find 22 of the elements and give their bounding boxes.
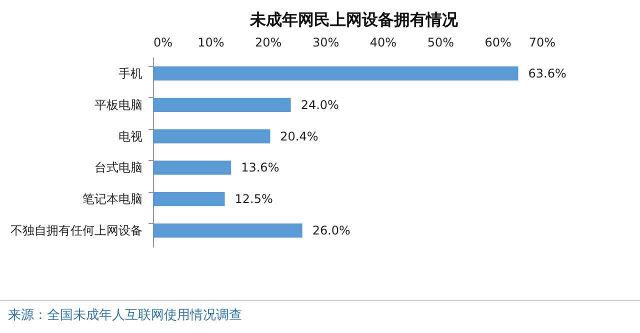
x-tick-label: 60% <box>484 36 512 50</box>
x-tick-label: 40% <box>370 36 397 50</box>
data-label: 24.0% <box>300 98 339 112</box>
data-label: 20.4% <box>280 129 318 144</box>
data-label: 13.6% <box>241 160 280 175</box>
source-note: 来源：全国未成年人互联网使用情况调查 <box>8 307 242 324</box>
y-tick-label: 台式电脑 <box>94 160 142 175</box>
data-label: 12.5% <box>234 192 273 206</box>
x-tick-label: 20% <box>255 36 282 50</box>
x-tick-label: 50% <box>427 36 454 50</box>
y-tick-label: 笔记本电脑 <box>82 192 142 206</box>
x-tick-label: 70% <box>528 36 556 50</box>
chart-title: 未成年网民上网设备拥有情况 <box>249 10 459 29</box>
data-label: 26.0% <box>312 224 350 238</box>
x-tick-label: 0% <box>154 36 173 50</box>
y-tick-label: 电视 <box>118 129 142 144</box>
x-tick-label: 10% <box>198 36 224 50</box>
y-tick-label: 平板电脑 <box>94 98 142 112</box>
y-tick-label: 不独自拥有任何上网设备 <box>10 224 142 238</box>
y-tick-label: 手机 <box>118 66 142 80</box>
x-tick-label: 30% <box>312 36 340 50</box>
data-label: 63.6% <box>528 66 566 80</box>
